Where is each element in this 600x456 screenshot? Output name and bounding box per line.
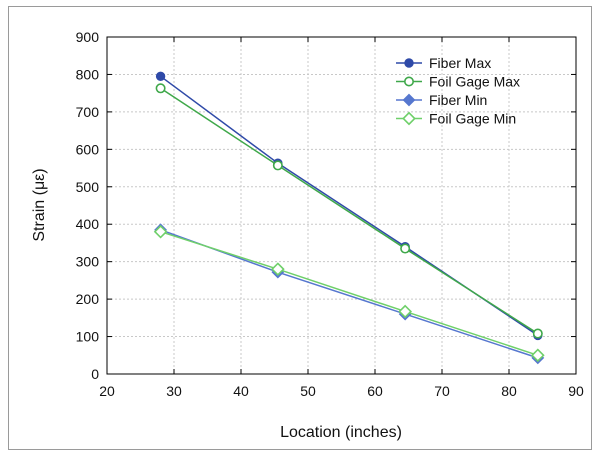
data-point-foil-gage-min	[153, 224, 168, 239]
legend-marker	[403, 76, 414, 87]
data-point-fiber-max	[155, 71, 166, 82]
y-tick-label: 400	[76, 216, 100, 232]
data-point-foil-gage-max	[400, 243, 411, 254]
y-tick-label: 600	[76, 141, 100, 157]
y-axis-ticks: 0 100 200 300 400 500 600 700 800 900	[76, 29, 576, 382]
legend-item-foil-gage-max: Foil Gage Max	[396, 74, 520, 90]
plot-border	[106, 36, 577, 375]
x-tick-label: 50	[300, 383, 316, 399]
data-point-foil-gage-max	[155, 83, 166, 94]
y-tick-label: 300	[76, 254, 100, 270]
x-axis-ticks: 20 30 40 50 60 70 80 90	[99, 37, 584, 399]
legend-label: Foil Gage Max	[429, 74, 520, 90]
series-group	[153, 71, 545, 365]
legend-marker	[404, 58, 414, 68]
y-tick-label: 200	[76, 291, 100, 307]
legend-item-fiber-min: Fiber Min	[396, 92, 487, 108]
data-point-foil-gage-min	[398, 304, 412, 319]
data-point-foil-gage-max	[532, 328, 543, 339]
x-tick-label: 80	[501, 383, 517, 399]
legend-label: Fiber Min	[429, 92, 487, 108]
legend: Fiber Max Foil Gage Max Fiber Min Foil Gage…	[396, 55, 520, 127]
series-line-foil-gage-min	[160, 230, 539, 356]
grid-lines	[107, 37, 576, 374]
legend-marker	[402, 93, 416, 107]
x-tick-label: 90	[568, 383, 584, 399]
legend-label: Fiber Max	[429, 55, 491, 71]
data-point-foil-gage-min	[271, 262, 285, 276]
legend-item-foil-gage-min: Foil Gage Min	[396, 111, 516, 127]
x-axis-label: Location (inches)	[280, 424, 402, 441]
legend-marker	[402, 111, 416, 126]
x-tick-label: 70	[434, 383, 450, 399]
x-tick-label: 40	[233, 383, 249, 399]
series-foil-gage-max	[155, 83, 543, 339]
series-line-foil-gage-max	[160, 87, 539, 335]
legend-item-fiber-max: Fiber Max	[396, 55, 491, 71]
x-tick-label: 60	[367, 383, 383, 399]
series-foil-gage-min	[153, 224, 545, 363]
y-tick-label: 500	[76, 179, 100, 195]
x-tick-label: 20	[99, 383, 115, 399]
y-tick-label: 900	[76, 29, 100, 45]
y-tick-label: 100	[76, 329, 100, 345]
x-tick-label: 30	[166, 383, 182, 399]
y-axis-label: Strain (με)	[31, 168, 48, 241]
y-tick-label: 800	[76, 66, 100, 82]
y-tick-label: 0	[91, 366, 99, 382]
data-point-foil-gage-max	[272, 160, 283, 171]
y-tick-label: 700	[76, 104, 100, 120]
legend-label: Foil Gage Min	[429, 111, 516, 127]
data-point-foil-gage-min	[530, 348, 545, 363]
